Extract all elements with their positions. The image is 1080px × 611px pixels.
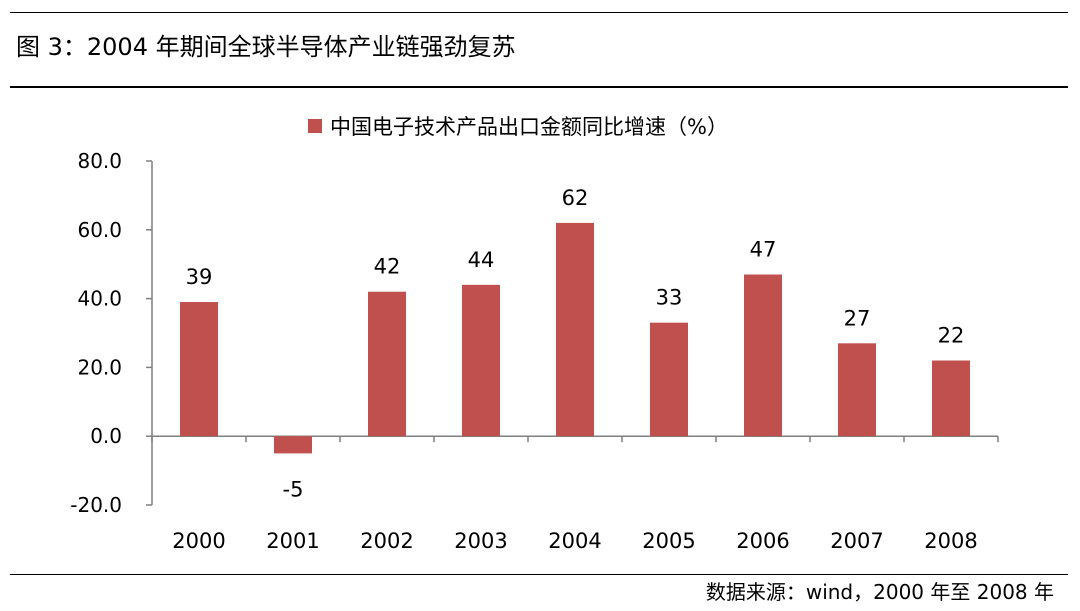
data-labels: 39 -5 42 44 62 33 47 27 22	[186, 186, 965, 501]
legend: 中国电子技术产品出口金额同比增速（%）	[308, 115, 728, 139]
y-tick-label: -20.0	[70, 493, 122, 517]
x-tick-label: 2008	[924, 529, 977, 553]
data-label: 33	[656, 286, 683, 310]
x-tick-label: 2004	[548, 529, 601, 553]
data-label: 27	[844, 306, 871, 330]
x-tick-label: 2001	[266, 529, 319, 553]
bar	[932, 360, 970, 437]
bar	[650, 322, 688, 437]
source-note: 数据来源：wind，2000 年至 2008 年	[705, 580, 1054, 604]
bar	[180, 302, 218, 437]
data-label: 44	[468, 248, 495, 272]
y-tick-label: 0.0	[90, 424, 122, 448]
bar	[462, 284, 500, 437]
x-tick-label: 2006	[736, 529, 789, 553]
bar	[744, 274, 782, 437]
y-tick-label: 80.0	[77, 149, 122, 173]
figure-title: 图 3：2004 年期间全球半导体产业链强劲复苏	[16, 33, 516, 61]
bar	[556, 222, 594, 437]
x-tick-label: 2003	[454, 529, 507, 553]
x-axis: 2000 2001 2002 2003 2004 2005 2006 2007 2008	[151, 435, 999, 553]
bars	[180, 222, 970, 454]
bar	[368, 291, 406, 437]
data-label: 47	[750, 238, 777, 262]
y-tick-label: 60.0	[77, 218, 122, 242]
legend-label: 中国电子技术产品出口金额同比增速（%）	[330, 115, 728, 139]
data-label: 42	[374, 255, 401, 279]
bar	[838, 343, 876, 437]
x-tick-label: 2000	[172, 529, 225, 553]
x-tick-label: 2002	[360, 529, 413, 553]
y-axis: 80.0 60.0 40.0 20.0 0.0 -20.0	[70, 149, 153, 517]
legend-swatch	[308, 119, 322, 133]
top-rule	[10, 12, 1068, 13]
data-label: 39	[186, 265, 213, 289]
y-tick-label: 20.0	[77, 355, 122, 379]
x-tick-label: 2007	[830, 529, 883, 553]
bar	[274, 436, 312, 454]
bottom-rule	[10, 574, 1068, 575]
data-label: 22	[938, 324, 965, 348]
data-label: -5	[283, 477, 304, 501]
title-rule	[10, 86, 1068, 88]
x-tick-label: 2005	[642, 529, 695, 553]
data-label: 62	[562, 186, 589, 210]
y-tick-label: 40.0	[77, 287, 122, 311]
